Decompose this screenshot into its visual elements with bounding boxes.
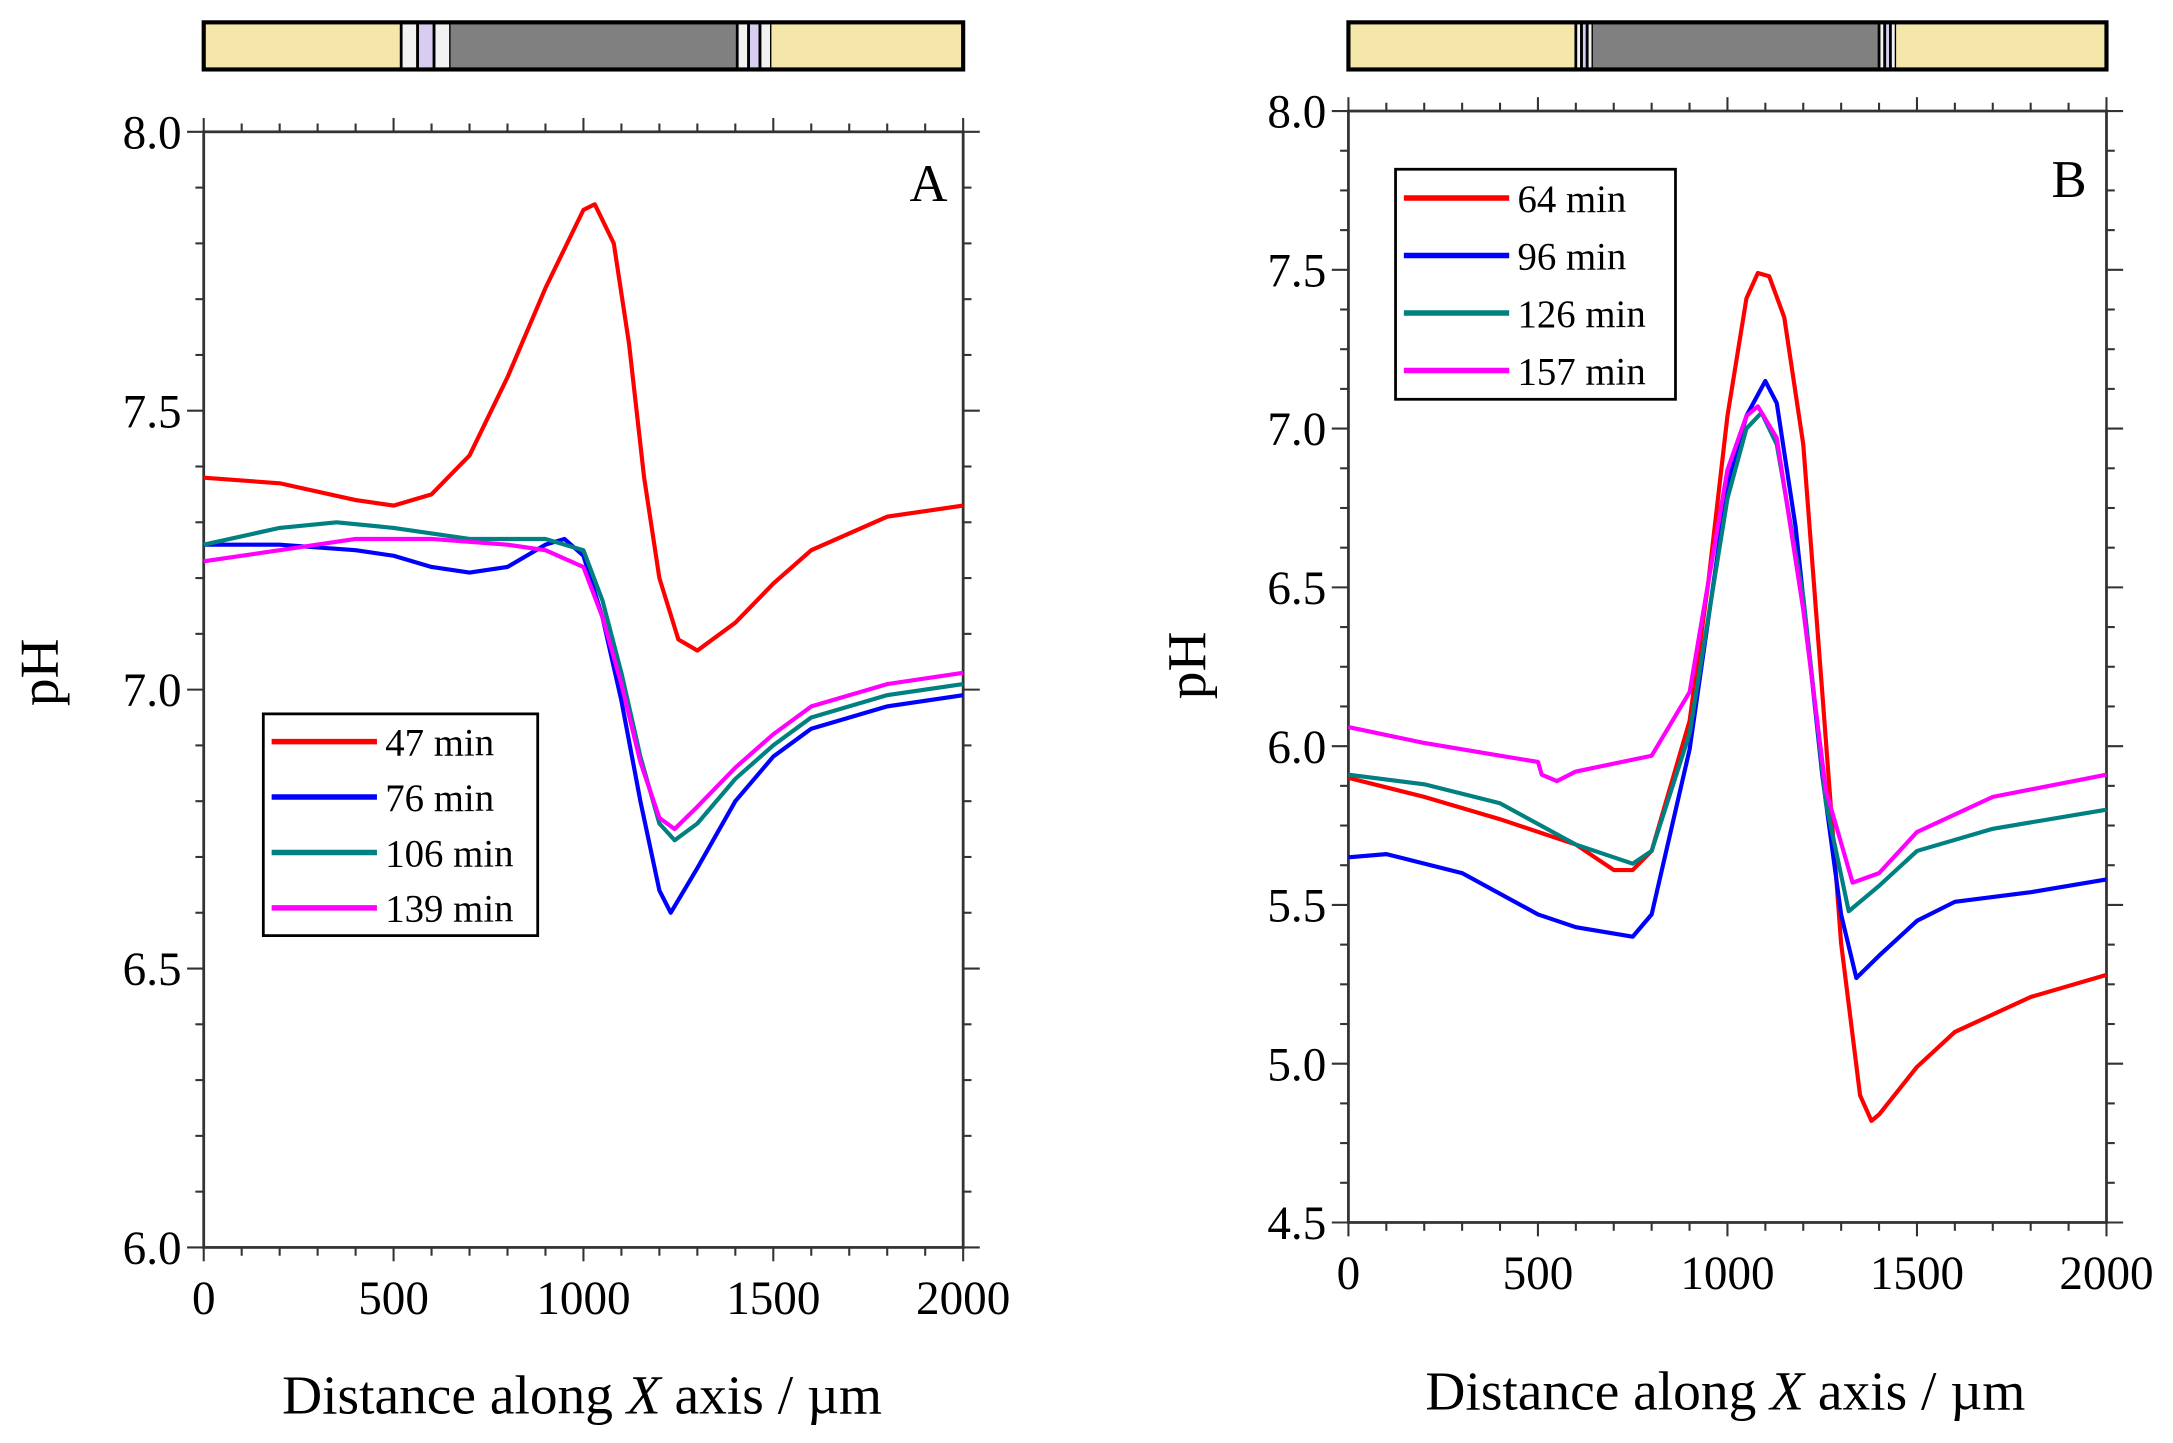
panel-a: 0 500 1000 1500 2000 6.0 6.5 7.0 7.5 8.0 47 min 76 …	[9, 20, 1010, 1426]
y-tick-label: 6.5	[1267, 563, 1326, 615]
y-tick-label: 6.0	[1267, 722, 1326, 774]
x-axis-title-post: axis / µm	[661, 1365, 882, 1426]
legend-label: 106 min	[385, 832, 513, 875]
legend-label: 96 min	[1517, 235, 1626, 278]
panel-b: 0 500 1000 1500 2000 4.5 5.0 5.5 6.0 6.5 7.0 7.5 8.0…	[1157, 20, 2154, 1422]
x-tick-label: 1500	[726, 1273, 820, 1325]
y-tick-label: 5.5	[1267, 881, 1326, 933]
y-tick-label: 8.0	[1267, 87, 1326, 139]
y-axis-title: pH	[1157, 631, 1218, 699]
insulator-segment	[203, 22, 402, 70]
legend-label: 139 min	[385, 888, 513, 931]
x-axis-title-pre: Distance along	[282, 1365, 627, 1426]
insulator-segment	[771, 22, 964, 70]
electrode-bar-outline	[201, 20, 966, 72]
x-axis-title: Distance along X axis / µm	[282, 1365, 882, 1426]
y-tick-label: 7.5	[123, 386, 182, 438]
electrode-bar-outline	[1346, 20, 2109, 72]
x-tick-label: 500	[1503, 1248, 1574, 1300]
legend-box	[1394, 167, 1677, 401]
electrode-schematic	[201, 20, 966, 72]
x-tick-label: 1000	[536, 1273, 630, 1325]
y-tick-label: 7.0	[123, 665, 182, 717]
x-tick-label: 1000	[1680, 1248, 1774, 1300]
y-tick-label: 6.5	[123, 944, 182, 996]
electrode-metal-segment	[1592, 22, 1880, 70]
x-axis-title-variable: X	[1768, 1361, 1806, 1422]
x-tick-label: 0	[1337, 1248, 1361, 1300]
series-line-139-min	[203, 536, 964, 832]
legend-label: 64 min	[1517, 178, 1626, 221]
series-line-96-min	[1348, 378, 2107, 981]
x-tick-label: 500	[358, 1273, 429, 1325]
electrode-schematic	[1346, 20, 2109, 72]
insulator-segment	[1896, 22, 2107, 70]
y-tick-label: 5.0	[1267, 1039, 1326, 1091]
series-line-157-min	[1347, 404, 2107, 885]
electrode-metal-segment	[450, 22, 738, 70]
legend: 47 min 76 min 106 min 139 min	[261, 712, 540, 937]
x-axis-title-post: axis / µm	[1804, 1361, 2025, 1422]
electrode-gap-stripe	[416, 20, 436, 71]
electrode-gap-stripe	[747, 20, 762, 71]
legend-label: 157 min	[1517, 350, 1645, 393]
legend-box	[261, 712, 540, 937]
x-axis-title-pre: Distance along	[1425, 1361, 1770, 1422]
legend: 64 min 96 min 126 min 157 min	[1394, 167, 1677, 401]
electrode-gap-stripe	[1889, 20, 1898, 71]
panel-label: A	[909, 155, 947, 213]
y-tick-label: 8.0	[123, 107, 182, 159]
plot-frame	[202, 130, 965, 1249]
x-tick-label: 2000	[916, 1273, 1010, 1325]
electrode-gap-stripe	[758, 20, 773, 71]
legend-label: 47 min	[385, 721, 494, 764]
y-tick-label: 7.0	[1267, 404, 1326, 456]
y-axis-title: pH	[9, 638, 70, 706]
series-line-64-min	[1347, 270, 2108, 1123]
y-tick-label: 4.5	[1267, 1198, 1326, 1250]
x-tick-label: 2000	[2059, 1248, 2153, 1300]
legend-label: 126 min	[1517, 293, 1645, 336]
series-line-47-min	[203, 202, 964, 653]
electrode-gap-stripe	[399, 20, 420, 71]
electrode-gap-stripe	[1585, 20, 1595, 71]
y-tick-label: 7.5	[1267, 245, 1326, 297]
x-tick-label: 1500	[1870, 1248, 1964, 1300]
legend-label: 76 min	[385, 777, 494, 820]
series-line-126-min	[1348, 410, 2107, 914]
panel-label: B	[2051, 151, 2086, 209]
x-axis-title: Distance along X axis / µm	[1425, 1361, 2025, 1422]
y-tick-label: 6.0	[123, 1223, 182, 1275]
x-tick-label: 0	[192, 1273, 216, 1325]
electrode-gap-stripe	[432, 20, 452, 71]
insulator-segment	[1348, 22, 1576, 70]
electrode-gap-stripe	[735, 20, 751, 71]
x-axis-title-variable: X	[625, 1365, 663, 1426]
